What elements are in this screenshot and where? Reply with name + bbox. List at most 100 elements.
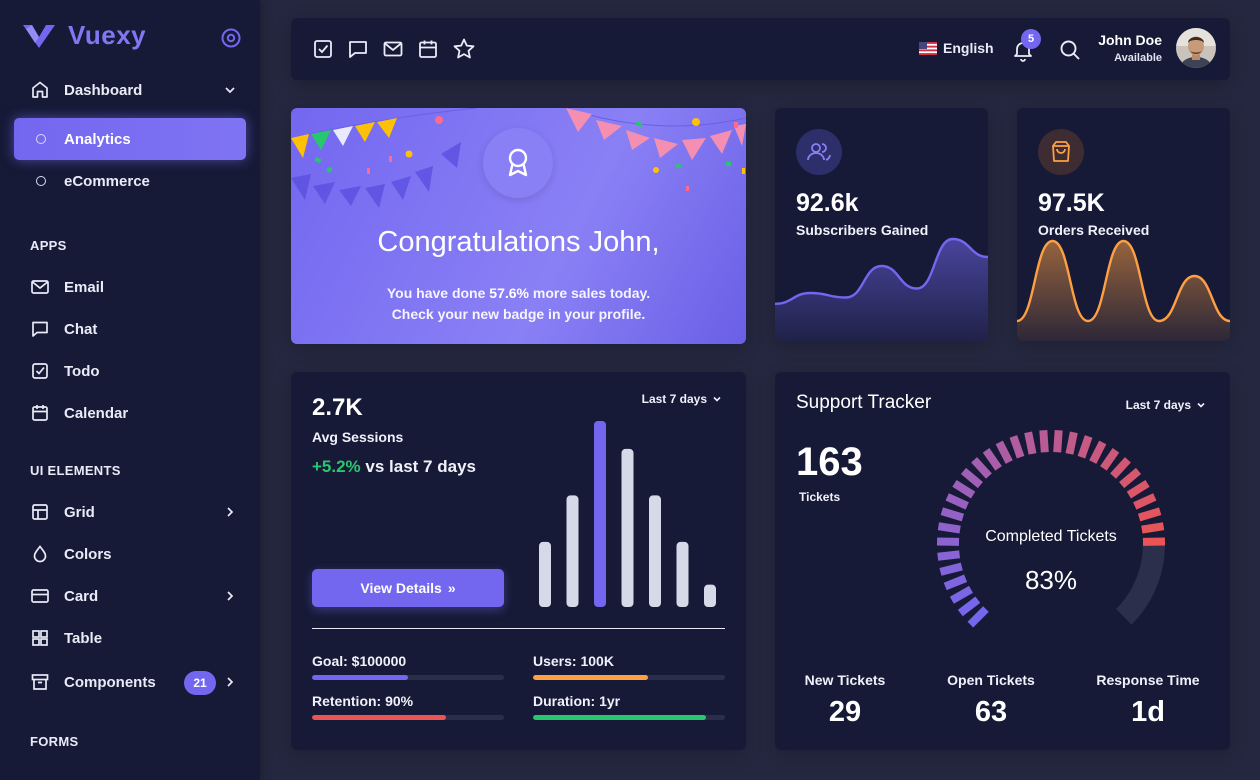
sidebar-item-email[interactable]: Email <box>14 266 246 308</box>
sessions-delta: +5.2% vs last 7 days <box>312 457 476 477</box>
users-icon-circle <box>796 129 842 175</box>
brand-name: Vuexy <box>68 20 147 50</box>
search-icon[interactable] <box>1058 38 1082 62</box>
mail-icon <box>31 280 49 294</box>
sidebar-item-dashboard[interactable]: Dashboard <box>14 69 246 111</box>
metric-goal-fill <box>312 675 408 680</box>
metric-duration-label: Duration: 1yr <box>533 693 621 709</box>
subscribers-line <box>775 237 988 305</box>
gauge-segment <box>945 493 969 510</box>
open-tickets-value: 63 <box>974 696 1008 728</box>
metric-users-track <box>533 675 725 680</box>
sidebar-item-calendar[interactable]: Calendar <box>14 392 246 434</box>
chevron-down-icon <box>225 87 235 94</box>
sidebar-item-analytics[interactable]: Analytics <box>14 118 246 160</box>
star-bookmark-icon[interactable] <box>452 37 476 61</box>
gauge-segment <box>1053 429 1063 453</box>
gauge-segment <box>940 507 965 522</box>
user-name[interactable]: John Doe <box>1098 32 1162 48</box>
gauge-segment <box>1077 435 1093 459</box>
grid-icon <box>32 504 48 520</box>
droplet-icon <box>33 545 47 563</box>
sidebar-item-todo[interactable]: Todo <box>14 350 246 392</box>
subscribers-sparkline <box>775 237 988 341</box>
tracker-range-label: Last 7 days <box>1125 398 1191 412</box>
metric-goal-label: Goal: $100000 <box>312 653 407 669</box>
section-header-forms: FORMS <box>30 734 79 749</box>
award-icon <box>508 148 528 177</box>
sidebar-item-ecommerce[interactable]: eCommerce <box>14 160 246 202</box>
metric-retention-label: Retention: 90% <box>312 693 414 709</box>
sidebar-item-label: Calendar <box>64 404 129 422</box>
chat-shortcut-icon[interactable] <box>347 38 369 60</box>
new-tickets-label: New Tickets <box>804 672 886 688</box>
congratulations-card: Congratulations John, You have done 57.6… <box>291 108 746 344</box>
session-bar <box>566 495 579 607</box>
sidebar-item-label: Todo <box>64 362 100 380</box>
tracker-title: Support Tracker <box>796 392 932 413</box>
users-icon <box>807 143 831 161</box>
sessions-range-dropdown[interactable]: Last 7 days <box>642 392 722 406</box>
todo-icon <box>32 363 48 379</box>
gauge-segment <box>1039 429 1049 453</box>
orders-value: 97.5K <box>1038 189 1105 217</box>
us-flag-icon <box>919 41 937 55</box>
session-bar <box>676 541 689 607</box>
gauge-segment <box>949 585 973 604</box>
sidebar-item-label: eCommerce <box>64 172 150 190</box>
session-bar <box>621 448 634 607</box>
chevrons-right-icon: » <box>447 580 456 596</box>
calendar-icon <box>32 405 48 421</box>
metric-goal-track <box>312 675 504 680</box>
session-bar <box>594 421 606 607</box>
gauge-segment <box>1065 431 1078 455</box>
sidebar-item-grid[interactable]: Grid <box>14 491 246 533</box>
gauge-segment <box>1141 522 1165 534</box>
sessions-delta-suffix: vs last 7 days <box>360 457 476 476</box>
chevron-right-icon <box>227 591 234 601</box>
sidebar-item-colors[interactable]: Colors <box>14 533 246 575</box>
sidebar-item-label: Colors <box>64 545 112 563</box>
gauge-segment <box>943 574 968 591</box>
email-shortcut-icon[interactable] <box>382 38 404 60</box>
sessions-range-label: Last 7 days <box>641 392 707 406</box>
user-status: Available <box>1114 52 1162 64</box>
sidebar-item-chat[interactable]: Chat <box>14 308 246 350</box>
sidebar-item-card[interactable]: Card <box>14 575 246 617</box>
section-header-ui-elements: UI ELEMENTS <box>30 463 121 478</box>
notification-count-badge: 5 <box>1021 29 1041 49</box>
metric-users-fill <box>533 675 649 680</box>
sidebar-item-label: Table <box>64 629 103 647</box>
brand[interactable]: Vuexy <box>22 20 146 51</box>
sidebar-item-label: Grid <box>64 503 95 521</box>
metric-retention-track <box>312 715 504 720</box>
gauge-segment <box>939 562 963 576</box>
view-details-button[interactable]: View Details » <box>312 569 504 607</box>
sidebar-item-label: Analytics <box>64 130 131 148</box>
sidebar-item-label: Chat <box>64 320 98 338</box>
view-details-label: View Details <box>360 580 442 596</box>
tracker-range-dropdown[interactable]: Last 7 days <box>1126 398 1206 412</box>
home-icon <box>32 81 48 98</box>
completed-tickets-gauge <box>936 429 1166 628</box>
orders-area <box>1017 241 1230 341</box>
chat-icon <box>32 321 48 337</box>
metric-users-label: Users: 100K <box>533 653 614 669</box>
sidebar-pin-icon[interactable] <box>220 27 242 49</box>
avatar[interactable] <box>1176 28 1216 68</box>
gauge-segment <box>1137 507 1162 522</box>
response-time-label: Response Time <box>1096 672 1200 688</box>
sidebar-item-table[interactable]: Table <box>14 617 246 659</box>
sidebar-item-components[interactable]: Components 21 <box>14 661 246 703</box>
divider <box>312 628 725 629</box>
open-tickets-label: Open Tickets <box>947 672 1035 688</box>
sidebar-item-label: Dashboard <box>64 81 143 99</box>
gauge-segment <box>1024 431 1037 455</box>
language-selector[interactable]: English <box>919 40 994 56</box>
gauge-label: Completed Tickets <box>985 528 1117 545</box>
sidebar-item-label: Card <box>64 587 99 605</box>
calendar-shortcut-icon[interactable] <box>417 38 439 60</box>
todo-shortcut-icon[interactable] <box>312 38 334 60</box>
congrats-line1-value: 57.6% <box>489 285 529 301</box>
gauge-segment <box>1100 448 1120 471</box>
